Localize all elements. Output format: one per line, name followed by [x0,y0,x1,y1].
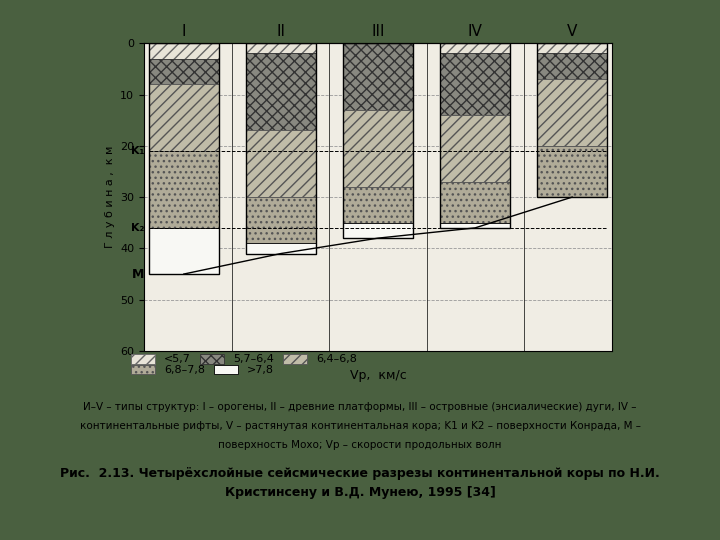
Bar [149,84,219,151]
Bar [149,59,219,84]
Bar [440,222,510,228]
Text: поверхность Мохо; Vp – скорости продольных волн: поверхность Мохо; Vp – скорости продольн… [218,440,502,450]
Bar [149,151,219,228]
Bar [343,43,413,110]
Y-axis label: Г л у б и н а ,  к м: Г л у б и н а , к м [104,146,114,248]
Bar [537,79,607,146]
Bar [343,187,413,222]
Text: Vp,  км/с: Vp, км/с [350,369,406,382]
Bar [343,43,413,238]
Text: Кристинсену и В.Д. Мунею, 1995 [34]: Кристинсену и В.Д. Мунею, 1995 [34] [225,486,495,499]
Bar [440,53,510,115]
Text: Рис.  2.13. Четырёхслойные сейсмические разрезы континентальной коры по Н.И.: Рис. 2.13. Четырёхслойные сейсмические р… [60,467,660,480]
Bar [440,181,510,222]
Text: K₂: K₂ [130,223,144,233]
Text: K₁: K₁ [130,146,144,156]
Bar [246,43,316,53]
Bar [343,110,413,187]
Bar [149,43,219,59]
Bar [537,146,607,197]
Text: континентальные рифты, V – растянутая континентальная кора; K1 и K2 – поверхност: континентальные рифты, V – растянутая ко… [79,421,641,431]
Bar [246,197,316,243]
Bar [343,222,413,238]
Bar [246,53,316,131]
Bar [537,43,607,53]
Bar [246,131,316,197]
Bar [537,43,607,197]
Bar [149,228,219,274]
Bar [440,115,510,181]
Bar [149,43,219,274]
Text: И–V – типы структур: I – орогены, II – древние платформы, III – островные (энсиа: И–V – типы структур: I – орогены, II – д… [84,402,636,413]
Bar [537,53,607,79]
Bar [246,43,316,253]
Text: M: M [132,267,144,281]
Bar [440,43,510,228]
Bar [246,243,316,253]
Legend: 6,8–7,8, >7,8: 6,8–7,8, >7,8 [126,360,279,380]
Bar [440,43,510,53]
